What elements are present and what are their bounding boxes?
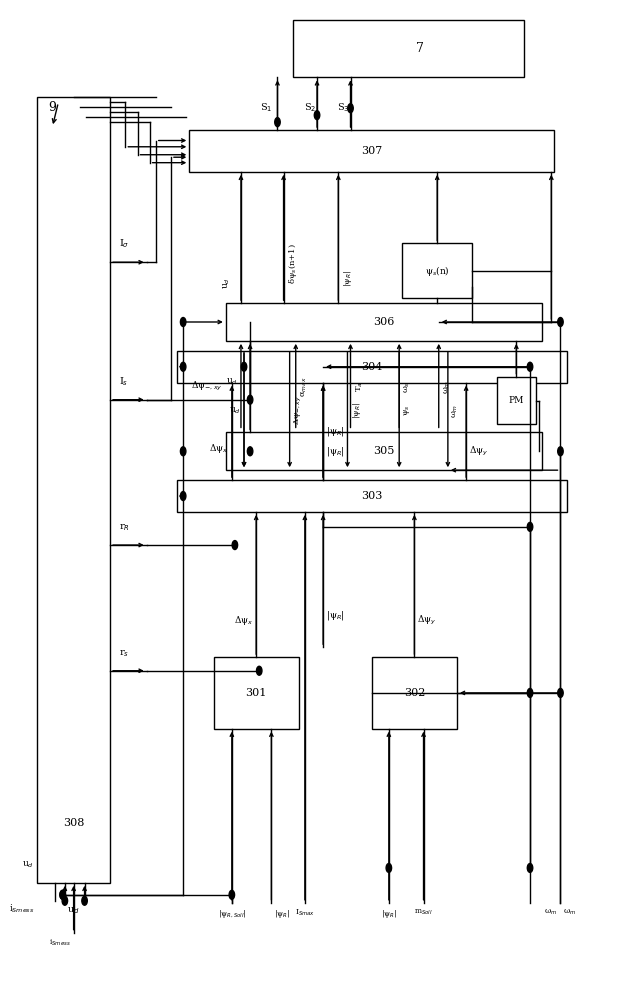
Circle shape [527,688,533,697]
Circle shape [557,447,563,456]
Text: r$_s$: r$_s$ [119,648,129,659]
Circle shape [527,362,533,371]
FancyBboxPatch shape [214,657,298,729]
Text: Δψ$_y$: Δψ$_y$ [469,445,489,458]
Text: |ψ$_R$|: |ψ$_R$| [326,445,345,458]
Circle shape [557,688,563,697]
Text: 9: 9 [48,101,56,114]
FancyBboxPatch shape [496,377,536,424]
Text: I$_σ$: I$_σ$ [119,237,130,250]
Text: S$_2$: S$_2$ [303,101,316,114]
FancyBboxPatch shape [372,657,457,729]
Circle shape [180,318,186,326]
Text: Δψ$_{-,xy}$: Δψ$_{-,xy}$ [191,380,222,393]
Circle shape [247,447,253,456]
Text: I$_{Smax}$: I$_{Smax}$ [295,908,315,918]
Text: α$_{max}$: α$_{max}$ [299,376,309,397]
FancyBboxPatch shape [402,243,472,298]
Text: δψ$_s$(n+1): δψ$_s$(n+1) [287,243,299,284]
Circle shape [180,362,186,371]
Text: Δψ$_x$: Δψ$_x$ [210,442,229,455]
Text: ψ$_s$(n): ψ$_s$(n) [425,264,450,278]
Text: Δψ$_y$: Δψ$_y$ [417,614,437,627]
FancyBboxPatch shape [37,97,110,883]
FancyBboxPatch shape [189,130,554,172]
Circle shape [557,318,563,326]
Text: ω$_s$: ω$_s$ [403,381,412,393]
Text: |ψ$_{R,Soll}$|: |ψ$_{R,Soll}$| [218,908,246,920]
Text: i$_{Smess}$: i$_{Smess}$ [49,938,70,948]
Text: |ψ$_R$|: |ψ$_R$| [342,269,354,287]
Text: 307: 307 [361,146,383,156]
Text: S$_1$: S$_1$ [260,101,273,114]
Circle shape [229,890,235,899]
Circle shape [315,111,320,120]
Text: |ψ$_R$|: |ψ$_R$| [274,908,290,920]
FancyBboxPatch shape [226,303,542,341]
Text: ω$_m$: ω$_m$ [451,403,460,418]
Text: I$_s$: I$_s$ [119,375,129,388]
Text: T$_a$: T$_a$ [354,381,365,392]
Circle shape [62,896,67,905]
Text: 7: 7 [416,42,424,55]
Circle shape [386,863,392,872]
Circle shape [275,118,280,127]
FancyBboxPatch shape [226,432,542,470]
Circle shape [180,492,186,500]
Circle shape [180,447,186,456]
Text: r$_R$: r$_R$ [119,522,130,533]
Text: Δψ$_x$: Δψ$_x$ [234,614,253,627]
Circle shape [247,395,253,404]
FancyBboxPatch shape [177,480,567,512]
Circle shape [348,104,353,113]
Circle shape [256,666,262,675]
FancyBboxPatch shape [177,351,567,383]
Text: ω$_m$: ω$_m$ [564,908,577,917]
Text: u$_d$: u$_d$ [67,905,80,916]
Text: 303: 303 [361,491,383,501]
Circle shape [82,896,87,905]
Text: |ψ$_R$|: |ψ$_R$| [326,609,345,622]
Text: 301: 301 [245,688,267,698]
FancyBboxPatch shape [293,20,524,77]
Text: ω$_m$: ω$_m$ [544,908,557,917]
Text: m$_{Soll}$: m$_{Soll}$ [414,908,433,917]
Circle shape [60,890,66,899]
Text: u$_d$: u$_d$ [229,405,241,416]
Text: S$_3$: S$_3$ [337,101,349,114]
Text: ω$_m$: ω$_m$ [442,380,452,394]
Text: 302: 302 [404,688,425,698]
Text: u$_d$: u$_d$ [226,376,238,387]
Text: |ψ$_R$|: |ψ$_R$| [381,908,397,920]
Text: Δψ$_{-,xy}$: Δψ$_{-,xy}$ [293,396,304,425]
Text: u$_d$: u$_d$ [22,860,34,870]
Circle shape [527,522,533,531]
Text: 305: 305 [373,446,395,456]
Text: 308: 308 [63,818,84,828]
Text: 306: 306 [373,317,395,327]
Text: ψ$_s$: ψ$_s$ [402,405,412,416]
Circle shape [527,863,533,872]
Circle shape [232,541,237,550]
Circle shape [241,362,247,371]
Circle shape [60,890,66,899]
Text: PM: PM [509,396,524,405]
Text: 304: 304 [361,362,383,372]
Text: |ψ$_R$|: |ψ$_R$| [326,425,345,438]
Text: i$_{Smess}$: i$_{Smess}$ [9,903,34,915]
Text: |ψ$_R$|: |ψ$_R$| [350,402,363,419]
Text: u$_d$: u$_d$ [221,277,232,289]
